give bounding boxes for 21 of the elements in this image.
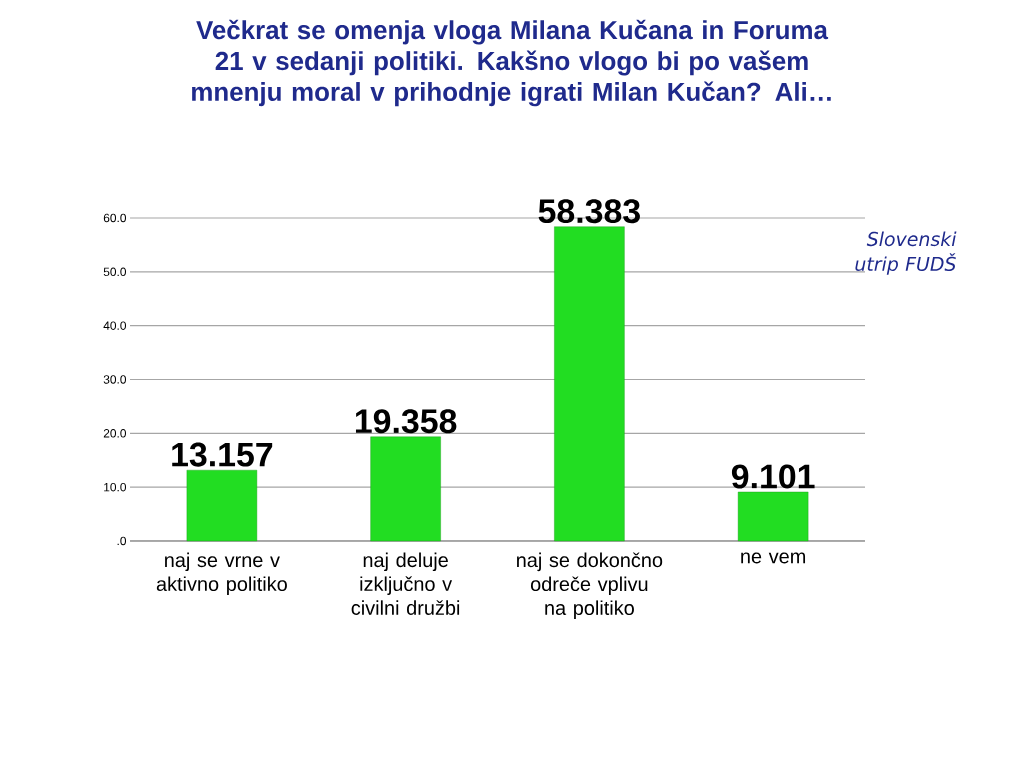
data-label: 13.157 [172,442,273,467]
x-tick-label: naj deluje izključno v civilni družbi [351,552,460,615]
data-label: 58.383 [538,199,640,224]
y-tick-label: 30.0 [103,375,127,384]
bar [737,491,809,542]
y-tick-label: .0 [117,536,127,546]
x-tick-label: ne vem [741,552,806,564]
y-tick-label: 20.0 [103,429,127,438]
x-tick-label: naj se vrne v aktivno politiko [156,552,287,595]
y-tick-label: 60.0 [103,213,127,223]
data-label: 9.101 [731,464,815,489]
annotation: Slovenski utrip FUDŠ [855,231,957,275]
data-label: 19.358 [355,409,457,434]
y-tick-label: 10.0 [104,482,127,492]
chart-title: Večkrat se omenja vloga Milana Kučana in Foruma 21 v sedanji politiki. Kakšno vlogo bi po vašem mnenju moral v prihodnje igrati Milan Kučan? Ali… [192,19,831,107]
bar [186,469,258,542]
x-tick-label: naj se dokončno odreče vplivu na politiko [517,552,663,619]
y-tick-label: 40.0 [103,321,127,330]
y-tick-label: 50.0 [103,267,127,277]
bar [554,226,625,542]
bar [370,436,441,542]
